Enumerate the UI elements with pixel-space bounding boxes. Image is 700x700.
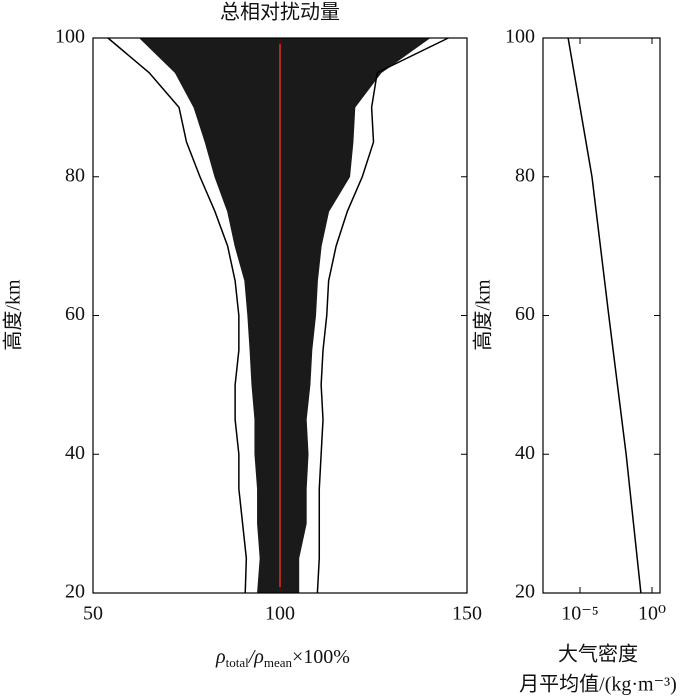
- plot-frame: [542, 37, 661, 594]
- label-part: ×100%: [292, 646, 350, 668]
- y-tick-label: 100: [55, 26, 85, 48]
- perturbation-band: [138, 37, 432, 594]
- y-tick-label: 20: [65, 581, 85, 603]
- y-tick-label: 100: [505, 26, 535, 48]
- profile-line: [316, 37, 449, 594]
- y-tick-label: 60: [65, 303, 85, 325]
- x-tick-label: 100: [265, 603, 295, 625]
- profile-line: [567, 37, 642, 594]
- y-tick-label: 20: [515, 581, 535, 603]
- profile-line: [107, 37, 248, 594]
- label-part: ρ: [215, 646, 226, 668]
- x-tick-label: 50: [83, 603, 103, 625]
- x-tick-label: 10⁰: [638, 603, 666, 625]
- y-axis-label: 高度/km: [472, 279, 495, 351]
- y-tick-label: 60: [515, 303, 535, 325]
- chart-title: 总相对扰动量: [220, 1, 340, 24]
- y-tick-label: 40: [65, 442, 85, 464]
- y-tick-label: 80: [65, 164, 85, 186]
- y-axis-label: 高度/km: [2, 279, 25, 351]
- x-axis-label: 月平均值/(kg·m⁻³): [519, 673, 677, 696]
- x-axis-label: 大气密度: [558, 643, 638, 666]
- label-part: /ρ: [248, 646, 264, 668]
- y-tick-label: 80: [515, 164, 535, 186]
- x-axis-label: ρtotal/ρmean×100%: [215, 646, 350, 670]
- x-tick-label: 150: [452, 603, 482, 625]
- y-tick-label: 40: [515, 442, 535, 464]
- label-part: mean: [264, 655, 293, 670]
- x-tick-label: 10⁻⁵: [561, 603, 599, 625]
- label-part: total: [226, 655, 249, 670]
